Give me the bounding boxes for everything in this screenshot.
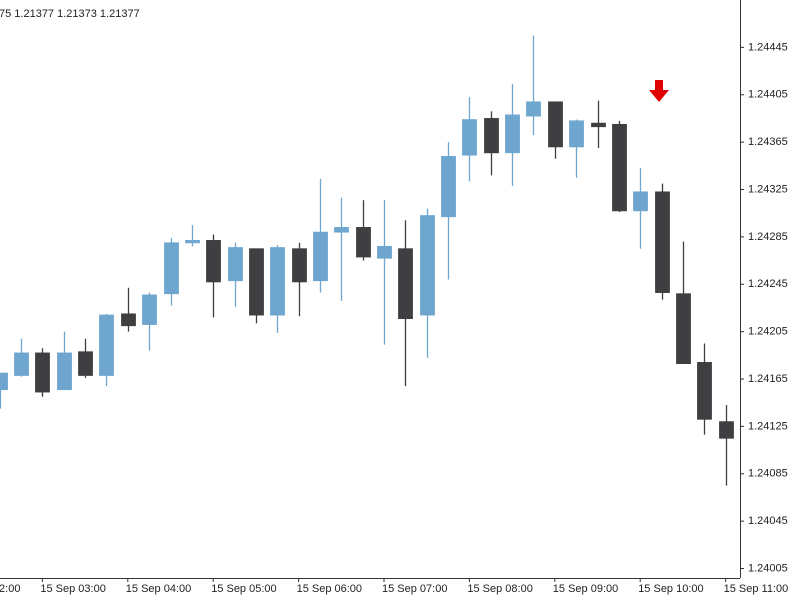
candle-body bbox=[228, 247, 243, 282]
y-tick-label: 1.24045 bbox=[748, 515, 788, 527]
candle-body bbox=[270, 247, 285, 316]
candle-body bbox=[0, 372, 8, 391]
y-tick-label: 1.24405 bbox=[748, 89, 788, 101]
x-tick-label: 15 Sep 07:00 bbox=[382, 583, 447, 595]
candle-body bbox=[206, 240, 221, 283]
candle-body bbox=[249, 248, 264, 316]
candle-body bbox=[164, 242, 179, 295]
candle-body bbox=[35, 352, 50, 393]
y-tick-label: 1.24325 bbox=[748, 183, 788, 195]
candle-body bbox=[441, 155, 456, 218]
candle-body bbox=[356, 227, 371, 258]
x-tick-label: 15 Sep 08:00 bbox=[467, 583, 532, 595]
y-tick-label: 1.24205 bbox=[748, 326, 788, 338]
candle-body bbox=[142, 294, 157, 325]
x-tick-label: 15 Sep 11:00 bbox=[724, 583, 789, 595]
candle-body bbox=[612, 123, 627, 212]
x-tick-label: 15 Sep 05:00 bbox=[211, 583, 276, 595]
candle-body bbox=[548, 101, 563, 148]
candle-body bbox=[697, 362, 712, 420]
candle-body bbox=[505, 114, 520, 154]
candle-body bbox=[99, 314, 114, 376]
y-tick-label: 1.24285 bbox=[748, 231, 788, 243]
y-tick-label: 1.24245 bbox=[748, 278, 788, 290]
candle-body bbox=[313, 231, 328, 282]
candle-body bbox=[462, 119, 477, 156]
candle-body bbox=[57, 352, 72, 391]
y-tick-label: 1.24445 bbox=[748, 41, 788, 53]
y-tick-label: 1.24165 bbox=[748, 373, 788, 385]
candle-body bbox=[526, 101, 541, 117]
candle-body bbox=[633, 191, 648, 212]
candle-body bbox=[569, 120, 584, 148]
x-tick-label: 15 Sep 09:00 bbox=[553, 583, 618, 595]
y-tick-label: 1.24005 bbox=[748, 562, 788, 574]
candle-body bbox=[14, 352, 29, 376]
x-tick-label: 15 Sep 06:00 bbox=[297, 583, 362, 595]
candle-body bbox=[334, 227, 349, 233]
info-text: 75 1.21377 1.21373 1.21377 bbox=[0, 8, 140, 20]
y-tick-label: 1.24125 bbox=[748, 420, 788, 432]
candle-body bbox=[377, 245, 392, 259]
candle-body bbox=[655, 191, 670, 293]
x-tick-label: 15 Sep 04:00 bbox=[126, 583, 191, 595]
candle-body bbox=[121, 313, 136, 327]
plot-area bbox=[0, 35, 734, 486]
candle-body bbox=[420, 215, 435, 316]
candle-body bbox=[676, 293, 691, 365]
candle-body bbox=[398, 248, 413, 320]
y-tick-label: 1.24365 bbox=[748, 136, 788, 148]
candle-body bbox=[591, 122, 606, 128]
y-tick-label: 1.24085 bbox=[748, 468, 788, 480]
candle-body bbox=[484, 118, 499, 154]
x-tick-label: 15 Sep 02:00 bbox=[0, 583, 20, 595]
x-tick-label: 15 Sep 03:00 bbox=[40, 583, 105, 595]
candle-body bbox=[292, 248, 307, 283]
candle-body bbox=[78, 351, 93, 376]
x-tick-label: 15 Sep 10:00 bbox=[638, 583, 703, 595]
sell-arrow bbox=[649, 80, 669, 102]
candle-body bbox=[719, 421, 734, 439]
candle-body bbox=[185, 240, 200, 244]
